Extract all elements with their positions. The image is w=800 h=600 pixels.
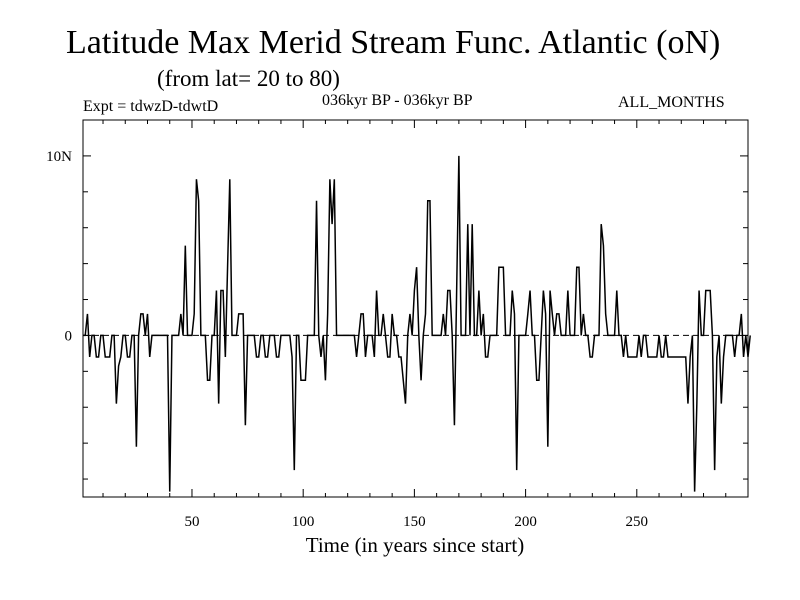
y-tick-label: 10N xyxy=(46,149,72,165)
axis-ticks xyxy=(83,119,748,497)
chart-title: Latitude Max Merid Stream Func. Atlantic… xyxy=(66,24,721,61)
y-tick-label: 0 xyxy=(65,328,73,344)
period-label: 036kyr BP - 036kyr BP xyxy=(322,92,473,109)
x-tick-label: 200 xyxy=(514,514,537,530)
chart-subtitle: (from lat= 20 to 80) xyxy=(157,66,340,91)
x-tick-label: 250 xyxy=(626,514,649,530)
plot-frame xyxy=(82,119,749,498)
axis-tick-labels: 50 100 150 200 250 10N 0 xyxy=(46,149,648,530)
x-axis-label: Time (in years since start) xyxy=(306,533,525,557)
experiment-label: Expt = tdwzD-tdwtD xyxy=(83,98,219,115)
months-label: ALL_MONTHS xyxy=(618,94,725,111)
x-tick-label: 50 xyxy=(184,514,199,530)
x-tick-label: 100 xyxy=(292,514,315,530)
series-line xyxy=(83,155,751,492)
x-tick-label: 150 xyxy=(403,514,426,530)
